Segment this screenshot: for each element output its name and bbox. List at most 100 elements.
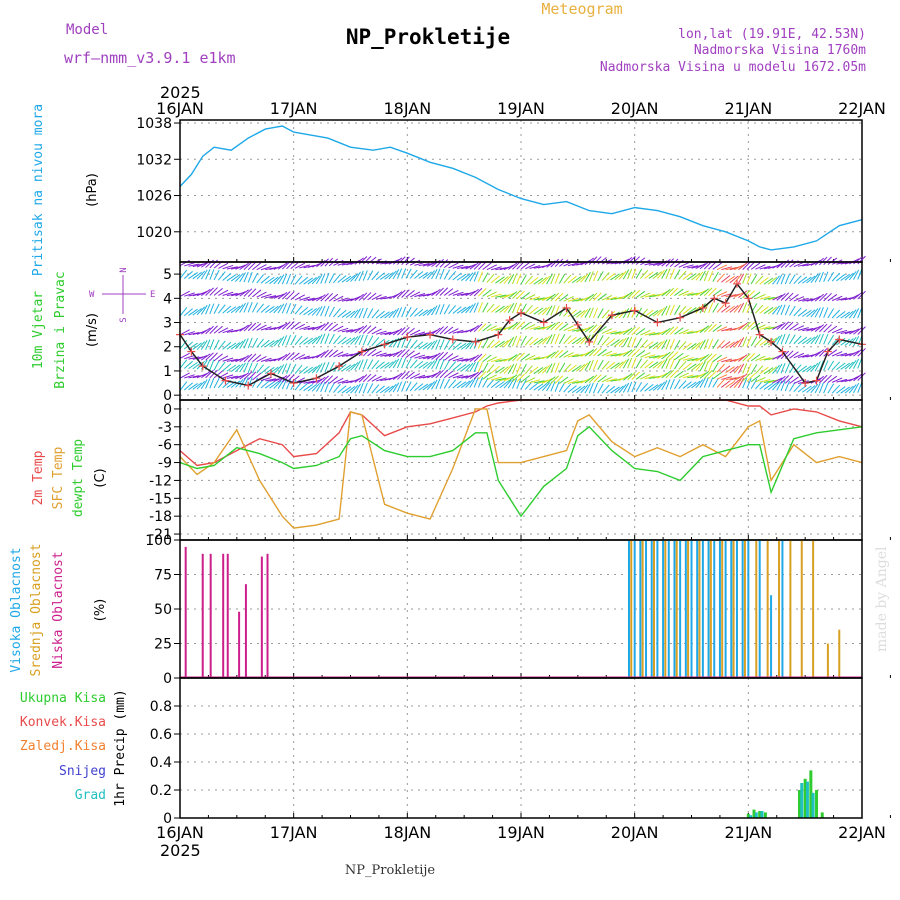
wind-barb — [661, 327, 671, 336]
wind-barb — [448, 262, 459, 269]
cloud-bar — [698, 540, 701, 678]
wind-barb — [627, 371, 636, 381]
wind-barb — [759, 382, 769, 390]
wind-barb — [733, 274, 742, 284]
wind-barb — [831, 351, 843, 357]
high-cloud-title: Visoka Oblacnost — [9, 547, 24, 672]
wind-barb — [375, 361, 385, 370]
wind-barb — [780, 273, 786, 285]
wind-barb — [456, 273, 467, 281]
wind-barb — [448, 328, 459, 334]
compass-w: W — [89, 290, 95, 300]
wind-barb — [520, 364, 527, 375]
wind-barb — [733, 324, 745, 331]
wind-barb — [222, 374, 234, 379]
wind-barb — [401, 370, 410, 380]
wind-barb — [392, 257, 403, 265]
wind-barb — [818, 333, 824, 345]
wind-barb — [661, 370, 671, 379]
wind-barb — [337, 297, 349, 302]
wind-barb — [606, 330, 617, 335]
wind-barb — [823, 360, 829, 371]
wind-barb — [652, 341, 663, 350]
wind-barb — [567, 364, 577, 373]
time-label-bottom: 18JAN — [383, 823, 431, 842]
wind-barb — [294, 323, 306, 330]
compass-n: N — [119, 267, 129, 272]
wind-barb — [337, 385, 347, 394]
wind-barb — [614, 385, 624, 394]
wind-speed-point — [505, 316, 514, 325]
wind-speed-point — [801, 379, 810, 388]
wind-barb — [746, 336, 752, 347]
wind-barb — [358, 374, 368, 383]
wind-unit: (m/s) — [85, 313, 100, 347]
wind-barb — [712, 371, 722, 380]
wind-barb — [541, 275, 551, 285]
wind-barb — [328, 306, 335, 317]
wind-barb — [320, 322, 329, 331]
wind-barb — [529, 379, 541, 384]
wind-barb — [265, 295, 277, 299]
wind-speed-point — [517, 308, 525, 317]
wind-barb — [461, 380, 471, 389]
precip-bar — [800, 783, 804, 818]
wind-barb — [554, 333, 560, 345]
wind-barb — [520, 261, 531, 270]
wind-barb — [776, 304, 783, 315]
wind-barb — [256, 291, 267, 298]
wind-barb — [397, 371, 406, 380]
wind-barb — [427, 329, 438, 336]
wind-barb — [422, 382, 432, 391]
wind-barb — [840, 311, 851, 319]
wind-barb — [294, 262, 306, 269]
wind-barb — [853, 308, 860, 319]
wind-barb — [669, 339, 675, 350]
wind-barb — [495, 294, 507, 298]
wind-barb — [337, 336, 347, 345]
wind-barb — [554, 375, 564, 384]
wind-barb — [473, 377, 479, 388]
wind-barb — [362, 359, 368, 370]
wind-barb — [315, 381, 323, 392]
wind-barb — [499, 380, 509, 389]
wind-barb — [235, 304, 244, 313]
wind-barb — [721, 275, 731, 283]
wind-barb — [738, 373, 748, 382]
wind-barb — [853, 326, 863, 335]
wind-speed-point — [198, 362, 207, 371]
wind-barb — [299, 382, 309, 391]
wind-barb — [333, 308, 341, 318]
y-tick-label: -6 — [158, 438, 172, 454]
wind-barb — [491, 376, 502, 381]
wind-barb — [495, 305, 505, 313]
wind-barb — [682, 292, 694, 296]
wind-barb — [631, 307, 637, 318]
wind-barb — [567, 275, 577, 284]
wind-barb — [631, 326, 641, 336]
wind-barb — [482, 302, 489, 313]
wind-barb — [256, 324, 267, 331]
wind-barb — [592, 334, 599, 345]
wind-barb — [678, 355, 689, 361]
wind-barb — [814, 324, 825, 332]
wind-barb — [597, 257, 607, 265]
wind-barb — [435, 287, 444, 296]
wind-barb — [516, 302, 522, 314]
wind-barb — [537, 307, 548, 315]
wind-barb — [810, 308, 819, 318]
wind-barb — [699, 339, 706, 350]
wind-barb — [264, 381, 275, 389]
wind-barb — [218, 289, 229, 296]
wind-barb — [469, 288, 479, 297]
wind-barb — [264, 276, 275, 284]
wind-barb — [657, 307, 665, 317]
wind-barb — [452, 380, 462, 389]
wind-barb — [235, 291, 246, 297]
wind-barb — [618, 350, 630, 357]
wind-barb — [456, 265, 468, 269]
wind-barb — [260, 380, 270, 389]
wind-barb — [260, 339, 270, 348]
wind-barb — [431, 370, 441, 379]
wind-barb — [759, 306, 769, 314]
